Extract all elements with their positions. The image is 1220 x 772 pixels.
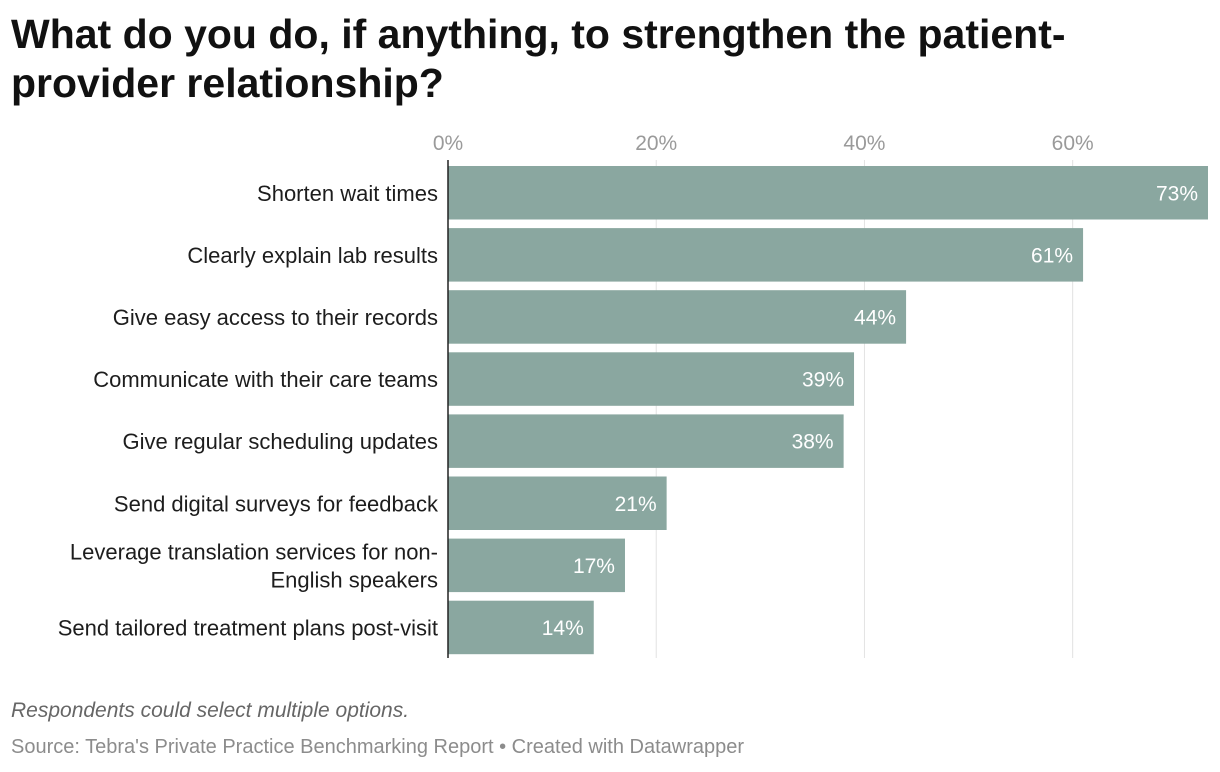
category-label: Communicate with their care teams bbox=[93, 367, 438, 392]
x-tick-label: 60% bbox=[1052, 132, 1094, 155]
category-label: Send tailored treatment plans post-visit bbox=[58, 615, 438, 640]
chart-note: Respondents could select multiple option… bbox=[11, 699, 410, 722]
category-label-line: Send digital surveys for feedback bbox=[114, 491, 439, 516]
category-label: Give easy access to their records bbox=[113, 305, 438, 330]
category-labels: Shorten wait times Clearly explain lab re… bbox=[58, 181, 439, 641]
category-label: Leverage translation services for non- En… bbox=[70, 539, 438, 592]
category-label: Give regular scheduling updates bbox=[122, 429, 438, 454]
bar-value-label: 14% bbox=[542, 617, 584, 640]
category-label-line: Send tailored treatment plans post-visit bbox=[58, 615, 438, 640]
category-label-line: Communicate with their care teams bbox=[93, 367, 438, 392]
category-label-line: Give regular scheduling updates bbox=[122, 429, 438, 454]
x-tick-label: 20% bbox=[635, 132, 677, 155]
x-tick-label: 0% bbox=[433, 132, 463, 155]
chart-title: What do you do, if anything, to strength… bbox=[11, 11, 1066, 106]
bar-value-label: 61% bbox=[1031, 244, 1073, 267]
bar bbox=[448, 600, 594, 655]
category-label: Send digital surveys for feedback bbox=[114, 491, 439, 516]
category-label-line: Give easy access to their records bbox=[113, 305, 438, 330]
bar-value-label: 38% bbox=[792, 431, 834, 454]
bar bbox=[448, 414, 844, 468]
category-label-line: English speakers bbox=[270, 567, 438, 592]
category-label: Shorten wait times bbox=[257, 181, 438, 206]
bar bbox=[448, 166, 1208, 220]
x-tick-label: 40% bbox=[843, 132, 885, 155]
x-axis-ticks: 0% 20% 40% 60% bbox=[433, 132, 1094, 155]
category-label-line: Leverage translation services for non- bbox=[70, 539, 438, 564]
bar-value-label: 17% bbox=[573, 555, 615, 578]
bar bbox=[448, 476, 667, 530]
bars: 73% 61% 44% 39% 38% 21% 17% 14% bbox=[448, 166, 1208, 655]
bar-value-label: 73% bbox=[1156, 182, 1198, 205]
bar bbox=[448, 228, 1084, 282]
bar-value-label: 44% bbox=[854, 306, 896, 329]
category-label-line: Shorten wait times bbox=[257, 181, 438, 206]
chart-source: Source: Tebra's Private Practice Benchma… bbox=[11, 736, 745, 758]
bar bbox=[448, 290, 907, 344]
bar bbox=[448, 352, 855, 406]
bar bbox=[448, 538, 625, 593]
category-label-line: Clearly explain lab results bbox=[187, 243, 438, 268]
bar-value-label: 21% bbox=[615, 493, 657, 516]
category-label: Clearly explain lab results bbox=[187, 243, 438, 268]
bar-value-label: 39% bbox=[802, 369, 844, 392]
